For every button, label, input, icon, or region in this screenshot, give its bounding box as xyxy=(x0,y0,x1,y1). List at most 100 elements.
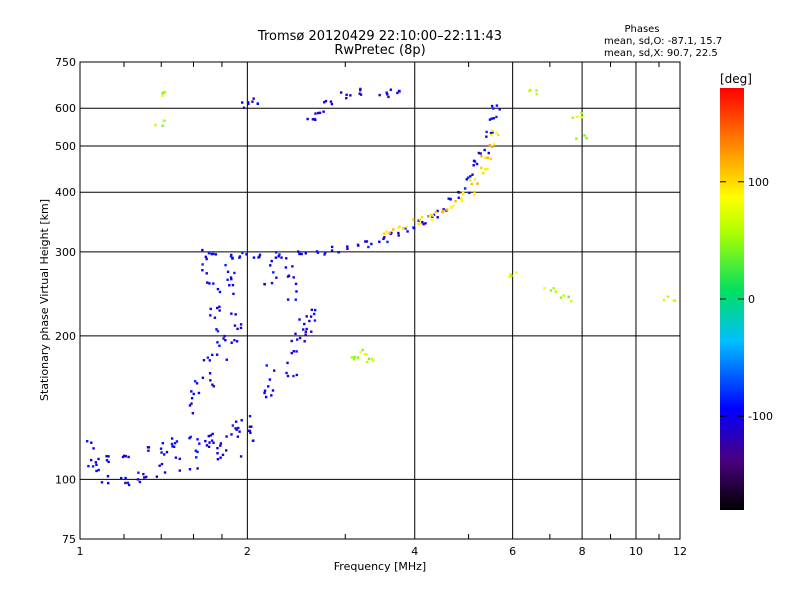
data-point xyxy=(205,444,209,447)
data-point xyxy=(313,308,317,312)
data-point xyxy=(144,475,148,479)
chart-title: Tromsø 20120429 22:10:00–22:11:43 xyxy=(257,29,502,44)
data-point xyxy=(215,306,219,310)
data-point xyxy=(459,197,463,200)
data-point xyxy=(207,252,211,255)
data-point xyxy=(190,390,193,393)
data-point xyxy=(480,154,483,158)
data-point xyxy=(662,298,666,302)
data-point xyxy=(418,218,422,222)
data-point xyxy=(107,460,110,464)
data-point xyxy=(170,442,174,446)
data-point xyxy=(495,104,499,107)
data-point xyxy=(231,257,234,260)
data-point xyxy=(378,240,381,243)
data-point xyxy=(162,91,165,94)
data-point xyxy=(461,192,465,196)
data-point xyxy=(488,118,492,121)
data-point xyxy=(216,287,220,291)
data-point xyxy=(359,89,362,92)
data-point xyxy=(471,173,474,176)
data-point xyxy=(475,162,479,166)
data-point xyxy=(258,253,262,256)
x-axis-ticks: 1 2 4 6 8 10 12 xyxy=(77,62,687,558)
data-point xyxy=(386,240,389,244)
data-point xyxy=(95,469,98,473)
data-point xyxy=(212,282,215,285)
y-axis-ticks: 75 100 200 300 400 500 600 750 xyxy=(55,56,76,546)
data-point xyxy=(491,131,494,134)
data-point xyxy=(353,355,356,359)
data-point xyxy=(365,240,369,243)
data-point xyxy=(225,435,228,438)
data-point xyxy=(173,442,177,445)
data-point xyxy=(235,428,238,431)
colorbar-label: [deg] xyxy=(720,72,752,86)
data-point xyxy=(367,357,371,361)
data-point xyxy=(97,457,100,461)
data-point xyxy=(310,308,314,311)
data-point xyxy=(123,454,126,458)
data-point xyxy=(382,232,386,235)
data-point xyxy=(143,476,146,479)
data-point xyxy=(508,275,511,279)
data-point xyxy=(274,256,278,259)
data-point xyxy=(330,249,334,252)
data-point xyxy=(554,290,558,293)
data-point xyxy=(528,89,531,93)
data-point xyxy=(314,112,317,115)
data-point xyxy=(329,100,333,103)
data-point xyxy=(295,338,299,341)
grid-lines xyxy=(80,62,680,539)
data-point xyxy=(492,107,495,110)
data-point xyxy=(209,314,212,317)
data-point xyxy=(424,222,427,225)
data-point xyxy=(413,226,416,230)
data-point xyxy=(298,318,301,321)
data-point xyxy=(154,123,157,127)
data-point xyxy=(303,340,306,343)
data-point xyxy=(364,240,367,243)
x-tick-label: 1 xyxy=(77,545,84,558)
data-point xyxy=(345,93,348,97)
data-point xyxy=(218,290,222,294)
data-point xyxy=(285,257,288,260)
data-point xyxy=(473,178,477,181)
data-point xyxy=(263,391,266,395)
data-point xyxy=(350,356,353,359)
data-point xyxy=(436,216,439,219)
data-point xyxy=(487,151,490,155)
data-point xyxy=(234,420,238,423)
data-point xyxy=(212,252,215,256)
data-point xyxy=(486,156,490,160)
data-point xyxy=(249,431,252,435)
data-point xyxy=(190,402,193,405)
data-point xyxy=(229,255,233,258)
data-point xyxy=(447,197,450,200)
data-point xyxy=(206,281,209,284)
data-point xyxy=(580,116,583,119)
data-point xyxy=(189,435,192,439)
phase-stats-x: mean, sd,X: 90.7, 22.5 xyxy=(604,48,718,59)
data-point xyxy=(324,99,328,103)
data-point xyxy=(417,219,420,222)
data-point xyxy=(472,159,476,163)
data-point xyxy=(230,253,233,257)
data-point xyxy=(192,392,195,396)
data-point xyxy=(322,110,325,113)
data-point xyxy=(535,92,538,96)
data-point xyxy=(378,93,381,97)
data-point xyxy=(436,209,439,213)
data-point xyxy=(90,441,93,444)
data-point xyxy=(107,481,110,485)
data-point xyxy=(291,265,294,268)
data-point xyxy=(303,322,306,326)
data-point xyxy=(359,87,362,91)
data-point xyxy=(105,455,108,458)
data-point xyxy=(490,104,494,108)
data-point xyxy=(218,309,221,312)
data-point xyxy=(208,359,212,362)
data-point xyxy=(247,429,251,433)
colorbar-tick-label: 100 xyxy=(748,176,769,189)
data-point xyxy=(284,266,288,269)
